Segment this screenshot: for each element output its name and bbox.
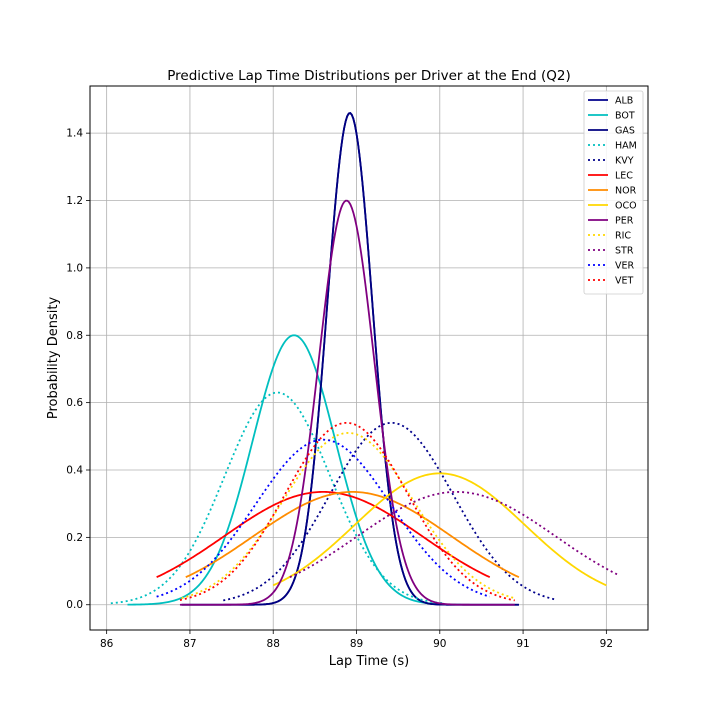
series-line-vet xyxy=(179,421,515,602)
legend: ALB BOT GAS HAM KVY LEC NOR OCO PER RIC STR VER VET xyxy=(583,90,644,295)
x-tick-label: 91 xyxy=(516,638,529,650)
legend-label-lec: LEC xyxy=(615,171,633,182)
x-tick-label: 87 xyxy=(183,638,196,650)
series-line-nor xyxy=(185,490,520,579)
x-tick-label: 90 xyxy=(433,638,446,650)
legend-label-vet: VET xyxy=(615,276,634,287)
series-line-ver xyxy=(156,438,491,598)
series-line-per xyxy=(179,199,515,606)
y-tick-label: 1.2 xyxy=(66,195,83,207)
legend-box xyxy=(583,90,644,295)
y-tick-label: 0.6 xyxy=(66,397,83,409)
chart-title: Predictive Lap Time Distributions per Dr… xyxy=(167,68,570,84)
curves xyxy=(110,111,620,606)
legend-label-alb: ALB xyxy=(615,96,633,107)
series-line-ham xyxy=(110,391,445,605)
series-line-lec xyxy=(156,490,491,579)
y-tick-label: 0.8 xyxy=(66,330,83,342)
y-tick-label: 0.4 xyxy=(66,465,83,477)
series-line-oco xyxy=(272,472,607,587)
x-axis-ticks: 86 87 88 89 90 91 92 xyxy=(100,630,613,650)
legend-label-gas: GAS xyxy=(615,126,635,137)
legend-label-ver: VER xyxy=(615,261,635,272)
legend-label-ham: HAM xyxy=(615,141,637,152)
y-axis-ticks: 0.0 0.2 0.4 0.6 0.8 1.0 1.2 1.4 xyxy=(66,128,90,611)
legend-label-kvy: KVY xyxy=(615,156,634,167)
y-tick-label: 1.4 xyxy=(66,128,83,140)
y-tick-label: 0.2 xyxy=(66,532,83,544)
x-tick-label: 89 xyxy=(350,638,363,650)
legend-label-str: STR xyxy=(615,246,634,257)
x-tick-label: 86 xyxy=(100,638,114,650)
legend-label-ric: RIC xyxy=(615,231,631,242)
legend-label-bot: BOT xyxy=(615,111,635,122)
y-tick-label: 1.0 xyxy=(66,262,83,274)
plot-frame xyxy=(89,85,649,631)
x-tick-label: 92 xyxy=(600,638,613,650)
series-line-ric xyxy=(181,432,515,600)
legend-label-per: PER xyxy=(615,216,634,227)
legend-label-nor: NOR xyxy=(615,186,637,197)
y-axis-label: Probability Density xyxy=(46,297,61,420)
x-tick-label: 88 xyxy=(267,638,280,650)
y-tick-label: 0.0 xyxy=(66,599,83,611)
x-axis-label: Lap Time (s) xyxy=(329,654,409,669)
legend-label-oco: OCO xyxy=(615,201,637,212)
